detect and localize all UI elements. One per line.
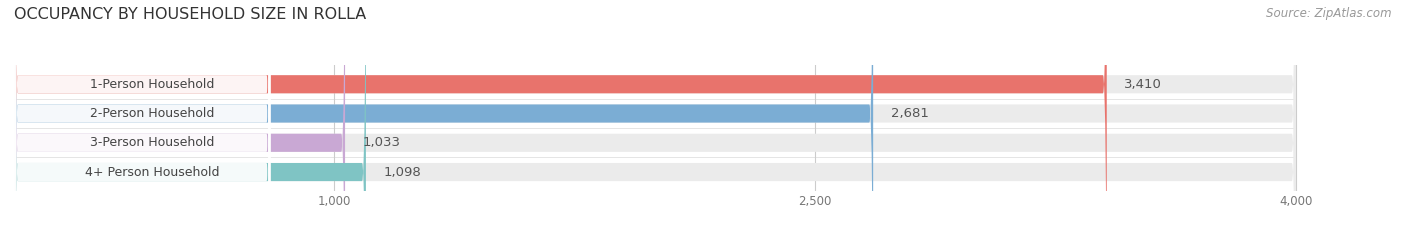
- Text: 3-Person Household: 3-Person Household: [90, 136, 215, 149]
- FancyBboxPatch shape: [14, 0, 270, 233]
- FancyBboxPatch shape: [14, 0, 1296, 233]
- FancyBboxPatch shape: [14, 0, 1296, 233]
- Text: 2-Person Household: 2-Person Household: [90, 107, 215, 120]
- Text: 2,681: 2,681: [891, 107, 928, 120]
- FancyBboxPatch shape: [14, 0, 873, 233]
- Text: 1,033: 1,033: [363, 136, 401, 149]
- Text: 1-Person Household: 1-Person Household: [90, 78, 215, 91]
- FancyBboxPatch shape: [14, 0, 344, 233]
- FancyBboxPatch shape: [14, 0, 270, 233]
- FancyBboxPatch shape: [14, 0, 270, 233]
- FancyBboxPatch shape: [14, 0, 1107, 233]
- Text: Source: ZipAtlas.com: Source: ZipAtlas.com: [1267, 7, 1392, 20]
- Text: OCCUPANCY BY HOUSEHOLD SIZE IN ROLLA: OCCUPANCY BY HOUSEHOLD SIZE IN ROLLA: [14, 7, 367, 22]
- Text: 1,098: 1,098: [384, 165, 422, 178]
- Text: 4+ Person Household: 4+ Person Household: [86, 165, 219, 178]
- FancyBboxPatch shape: [14, 0, 1296, 233]
- FancyBboxPatch shape: [14, 0, 270, 233]
- FancyBboxPatch shape: [14, 0, 1296, 233]
- FancyBboxPatch shape: [14, 0, 366, 233]
- Text: 3,410: 3,410: [1125, 78, 1163, 91]
